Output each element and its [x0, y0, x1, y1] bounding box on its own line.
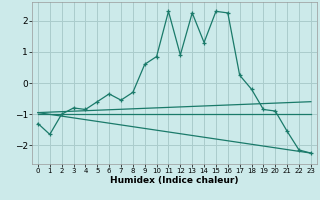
X-axis label: Humidex (Indice chaleur): Humidex (Indice chaleur)	[110, 176, 239, 185]
